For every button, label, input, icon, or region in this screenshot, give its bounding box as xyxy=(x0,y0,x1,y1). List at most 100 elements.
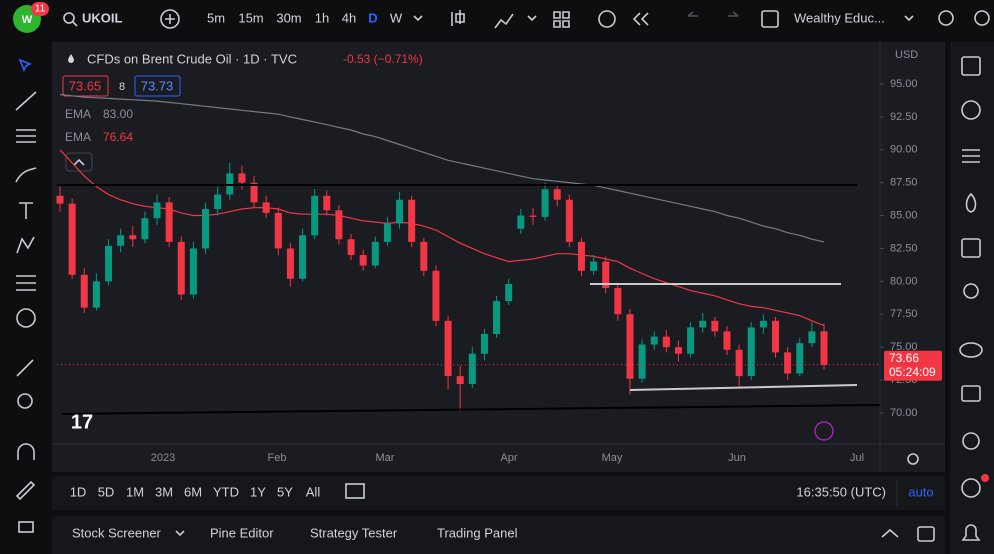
notifications[interactable] xyxy=(961,524,981,541)
quick-search[interactable] xyxy=(938,10,954,26)
range-button[interactable]: 6M xyxy=(184,484,202,499)
countdown: 05:24:09 xyxy=(889,365,936,379)
prediction-tool[interactable] xyxy=(16,275,36,291)
magnet-tool[interactable] xyxy=(17,443,35,460)
interval[interactable]: 4h xyxy=(342,10,356,25)
range-button[interactable]: YTD xyxy=(213,484,239,499)
range-button[interactable]: All xyxy=(306,484,321,499)
panel-tab[interactable]: Pine Editor xyxy=(210,525,274,540)
lock-drawings[interactable] xyxy=(15,480,36,501)
panel-collapse[interactable] xyxy=(881,528,899,538)
range-button[interactable]: 1Y xyxy=(250,484,266,499)
layouts[interactable] xyxy=(553,11,570,28)
axis-settings[interactable] xyxy=(907,453,919,465)
ema-legend-name: EMA xyxy=(65,130,91,144)
interval[interactable]: W xyxy=(390,10,403,25)
clock[interactable]: 16:35:50 (UTC) xyxy=(796,484,886,499)
streams[interactable] xyxy=(961,478,981,498)
chart-pane xyxy=(52,42,945,472)
range-button[interactable]: 5Y xyxy=(277,484,293,499)
range-button[interactable]: 5D xyxy=(98,484,115,499)
search-icon[interactable] xyxy=(63,12,75,24)
candle-body xyxy=(371,241,379,266)
candle-body xyxy=(92,281,100,308)
date-range[interactable] xyxy=(345,483,365,499)
panel-tab[interactable]: Stock Screener xyxy=(72,525,162,540)
candle-body xyxy=(820,331,828,365)
panel-maximize[interactable] xyxy=(917,526,935,542)
interval-menu[interactable] xyxy=(413,15,423,22)
alert[interactable] xyxy=(598,10,616,28)
layout-name[interactable]: Wealthy Educ... xyxy=(794,10,885,25)
candle-body xyxy=(68,203,76,275)
interval[interactable]: 30m xyxy=(276,10,301,25)
settings[interactable] xyxy=(974,10,990,26)
currency[interactable]: USD xyxy=(895,49,918,61)
help[interactable] xyxy=(962,432,980,450)
candle-body xyxy=(250,182,258,203)
y-tick-label: 80.00 xyxy=(890,275,918,287)
candle-body xyxy=(808,331,816,344)
candle-body xyxy=(189,248,197,295)
scale-mode[interactable]: auto xyxy=(908,484,933,499)
brush-tool[interactable] xyxy=(15,167,37,183)
bid-box[interactable] xyxy=(62,75,109,97)
range-button[interactable]: 3M xyxy=(155,484,173,499)
hotlists[interactable] xyxy=(965,192,977,213)
ask-box[interactable] xyxy=(134,75,181,97)
line-tool[interactable] xyxy=(15,91,37,111)
trend-line[interactable] xyxy=(61,404,881,415)
layout-menu[interactable] xyxy=(904,15,914,22)
text-tool[interactable] xyxy=(19,202,33,219)
object-tree[interactable] xyxy=(962,149,980,163)
icon-tool[interactable] xyxy=(16,308,36,328)
y-tick-label: 92.50 xyxy=(890,111,918,123)
ideas[interactable] xyxy=(963,283,979,299)
interval[interactable]: D xyxy=(368,10,377,25)
candle-body xyxy=(771,320,779,353)
screener-menu[interactable] xyxy=(175,530,185,537)
messages[interactable] xyxy=(961,385,981,402)
fib-tool[interactable] xyxy=(16,129,36,143)
x-tick-label: Jul xyxy=(850,452,864,464)
indicators-menu[interactable] xyxy=(527,15,537,22)
symbol[interactable]: UKOIL xyxy=(82,10,123,25)
collapse-legend[interactable] xyxy=(65,152,93,172)
lock-tool[interactable] xyxy=(18,521,34,533)
ema-legend-value: 83.00 xyxy=(103,107,133,121)
candle-body xyxy=(456,376,464,384)
candle-body xyxy=(141,218,149,240)
indicators[interactable] xyxy=(494,13,514,29)
panel-tab[interactable]: Trading Panel xyxy=(437,525,518,540)
panel-tab[interactable]: Strategy Tester xyxy=(310,525,398,540)
interval[interactable]: 5m xyxy=(207,10,225,25)
measure-tool[interactable] xyxy=(16,359,34,377)
trend-line[interactable] xyxy=(629,384,858,391)
pattern-tool[interactable] xyxy=(16,236,35,254)
replay[interactable] xyxy=(632,12,649,26)
events-icon[interactable] xyxy=(814,421,834,441)
interval[interactable]: 1h xyxy=(315,10,329,25)
calendar[interactable] xyxy=(961,238,981,258)
change: -0.53 (−0.71%) xyxy=(343,52,423,66)
spread: 8 xyxy=(119,81,125,93)
alerts[interactable] xyxy=(961,100,981,120)
candle-body xyxy=(674,347,682,354)
redo[interactable] xyxy=(728,11,739,17)
y-tick-label: 85.00 xyxy=(890,209,918,221)
range-button[interactable]: 1M xyxy=(126,484,144,499)
range-button[interactable]: 1D xyxy=(70,484,87,499)
chats[interactable] xyxy=(959,342,983,358)
candle-body xyxy=(153,202,161,219)
zoom-tool[interactable] xyxy=(17,393,33,409)
candle-body xyxy=(602,261,610,288)
cursor-tool[interactable] xyxy=(18,58,32,72)
interval[interactable]: 15m xyxy=(238,10,263,25)
chart-type[interactable] xyxy=(451,10,465,26)
layout-checkbox[interactable] xyxy=(761,10,779,28)
ema-legend-name: EMA xyxy=(65,107,91,121)
candle-body xyxy=(408,199,416,242)
undo[interactable] xyxy=(687,11,698,17)
watchlist[interactable] xyxy=(961,56,981,76)
add-symbol[interactable] xyxy=(160,9,180,29)
